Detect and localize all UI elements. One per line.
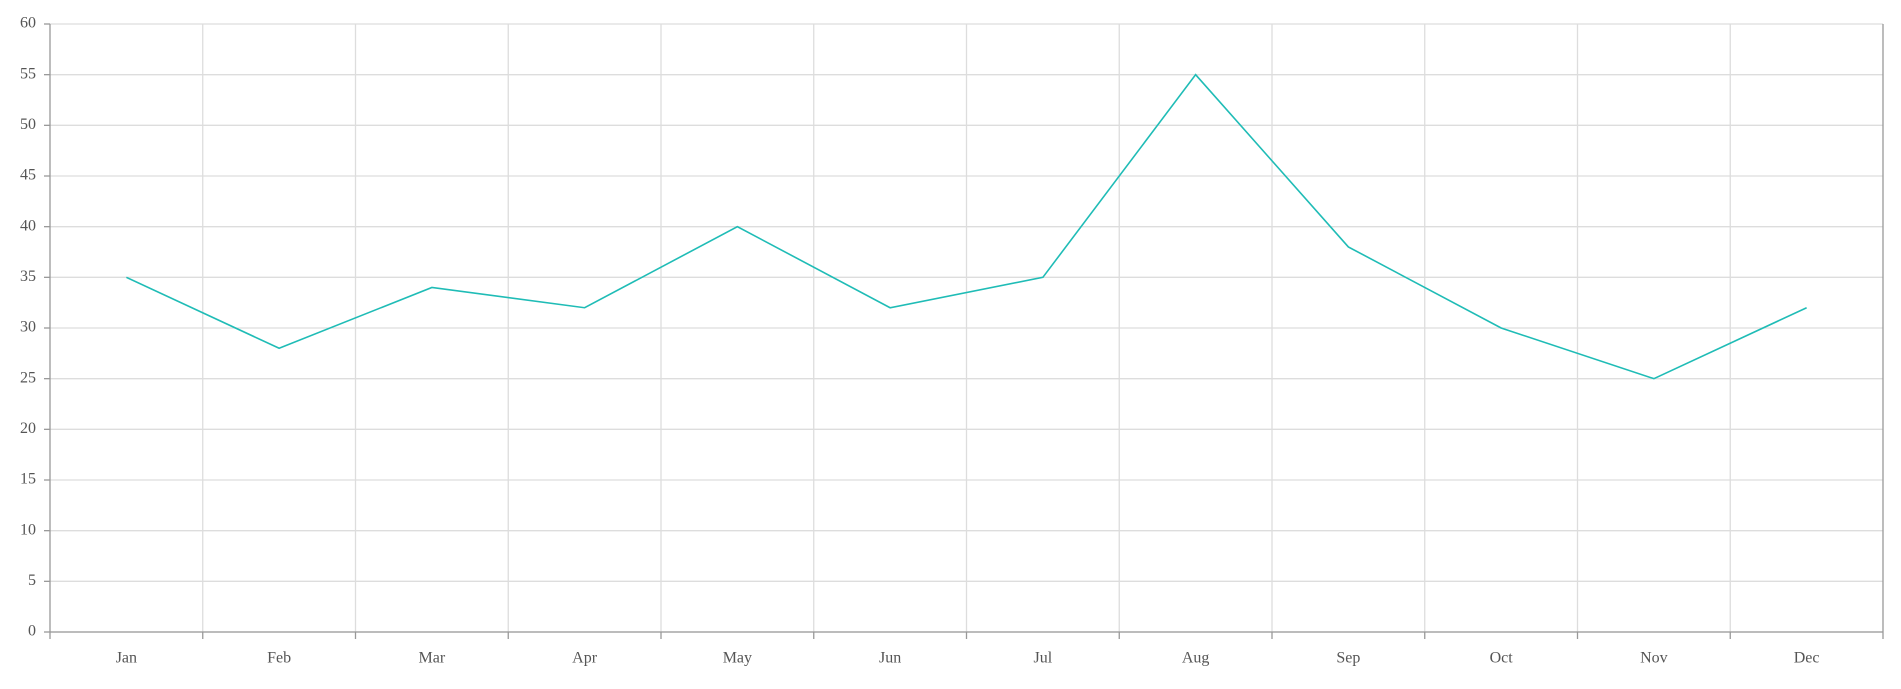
y-tick-label: 40 [20, 217, 36, 234]
y-tick-label: 15 [20, 471, 36, 488]
x-tick-label: Sep [1336, 650, 1360, 667]
x-tick-label: May [723, 650, 752, 667]
y-tick-label: 50 [20, 116, 36, 133]
y-tick-label: 35 [20, 268, 36, 285]
x-tick-label: Dec [1794, 650, 1820, 667]
x-tick-label: Jun [879, 650, 901, 667]
x-tick-label: Apr [572, 650, 598, 667]
series-line [126, 73, 1807, 380]
y-tick-label: 30 [20, 319, 36, 336]
y-tick-label: 45 [20, 167, 36, 184]
x-tick-label: Feb [267, 650, 291, 667]
y-tick-label: 10 [20, 521, 36, 538]
y-tick-label: 0 [28, 623, 36, 640]
x-tick-label: Oct [1490, 650, 1514, 667]
y-tick-label: 25 [20, 369, 36, 386]
x-tick-label: Mar [419, 650, 446, 667]
y-tick-label: 60 [20, 15, 36, 32]
x-tick-label: Aug [1182, 650, 1210, 667]
x-tick-label: Jan [116, 650, 137, 667]
x-tick-label: Nov [1640, 650, 1668, 667]
y-tick-label: 55 [20, 65, 36, 82]
y-tick-label: 20 [20, 420, 36, 437]
y-tick-label: 5 [28, 572, 36, 589]
x-tick-label: Jul [1034, 650, 1053, 667]
